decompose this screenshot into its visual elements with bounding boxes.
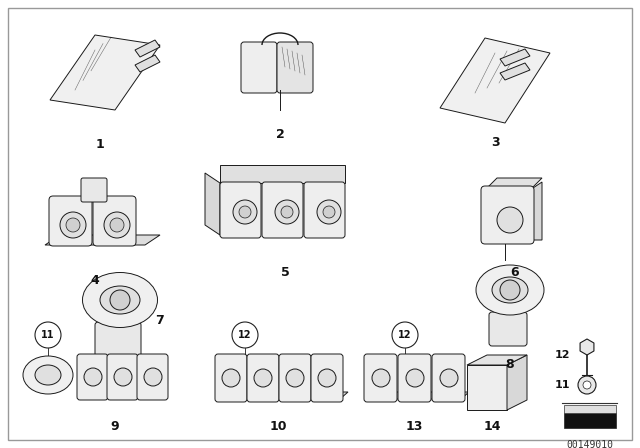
Text: 12: 12 xyxy=(398,330,412,340)
Ellipse shape xyxy=(23,356,73,394)
Polygon shape xyxy=(135,40,160,57)
FancyBboxPatch shape xyxy=(304,182,345,238)
Circle shape xyxy=(114,368,132,386)
Circle shape xyxy=(372,369,390,387)
FancyBboxPatch shape xyxy=(364,354,397,402)
FancyBboxPatch shape xyxy=(220,182,261,238)
Polygon shape xyxy=(530,182,542,240)
Circle shape xyxy=(323,206,335,218)
Circle shape xyxy=(233,200,257,224)
Circle shape xyxy=(406,369,424,387)
Circle shape xyxy=(110,218,124,232)
Circle shape xyxy=(275,200,299,224)
Polygon shape xyxy=(467,365,507,410)
Text: 14: 14 xyxy=(483,421,500,434)
Polygon shape xyxy=(485,178,542,190)
Circle shape xyxy=(286,369,304,387)
Text: 5: 5 xyxy=(280,266,289,279)
Circle shape xyxy=(66,218,80,232)
FancyBboxPatch shape xyxy=(77,354,108,400)
Polygon shape xyxy=(135,55,160,72)
Circle shape xyxy=(318,369,336,387)
Circle shape xyxy=(583,381,591,389)
FancyBboxPatch shape xyxy=(107,354,138,400)
Text: 12: 12 xyxy=(238,330,252,340)
Circle shape xyxy=(35,322,61,348)
FancyBboxPatch shape xyxy=(262,182,303,238)
Text: 8: 8 xyxy=(506,358,515,371)
FancyBboxPatch shape xyxy=(81,178,107,202)
Text: 12: 12 xyxy=(554,350,570,360)
Text: 6: 6 xyxy=(511,267,519,280)
FancyBboxPatch shape xyxy=(277,42,313,93)
Circle shape xyxy=(392,322,418,348)
Text: 13: 13 xyxy=(405,421,422,434)
Circle shape xyxy=(222,369,240,387)
Circle shape xyxy=(232,322,258,348)
FancyBboxPatch shape xyxy=(95,322,141,363)
Circle shape xyxy=(239,206,251,218)
Circle shape xyxy=(104,212,130,238)
Text: 11: 11 xyxy=(41,330,55,340)
Polygon shape xyxy=(440,38,550,123)
FancyBboxPatch shape xyxy=(215,354,247,402)
Ellipse shape xyxy=(83,272,157,327)
Ellipse shape xyxy=(492,277,528,303)
Ellipse shape xyxy=(476,265,544,315)
Polygon shape xyxy=(367,392,469,399)
Polygon shape xyxy=(564,405,616,413)
Circle shape xyxy=(254,369,272,387)
Circle shape xyxy=(110,290,130,310)
Polygon shape xyxy=(45,235,160,245)
Circle shape xyxy=(144,368,162,386)
FancyBboxPatch shape xyxy=(489,312,527,346)
Text: 4: 4 xyxy=(91,273,99,287)
Text: 2: 2 xyxy=(276,129,284,142)
Polygon shape xyxy=(507,355,527,410)
Polygon shape xyxy=(467,355,527,365)
FancyBboxPatch shape xyxy=(241,42,277,93)
Circle shape xyxy=(440,369,458,387)
Polygon shape xyxy=(205,173,220,235)
Text: 7: 7 xyxy=(156,314,164,327)
FancyBboxPatch shape xyxy=(220,165,345,183)
Circle shape xyxy=(60,212,86,238)
Ellipse shape xyxy=(35,365,61,385)
FancyBboxPatch shape xyxy=(279,354,311,402)
Text: 9: 9 xyxy=(111,421,119,434)
Polygon shape xyxy=(50,35,160,110)
FancyBboxPatch shape xyxy=(137,354,168,400)
FancyBboxPatch shape xyxy=(49,196,92,246)
Circle shape xyxy=(84,368,102,386)
Circle shape xyxy=(500,280,520,300)
Text: 1: 1 xyxy=(95,138,104,151)
Circle shape xyxy=(317,200,341,224)
Text: 11: 11 xyxy=(554,380,570,390)
Text: 00149010: 00149010 xyxy=(566,440,614,448)
Circle shape xyxy=(281,206,293,218)
Polygon shape xyxy=(500,63,530,80)
Polygon shape xyxy=(218,392,348,399)
FancyBboxPatch shape xyxy=(311,354,343,402)
Circle shape xyxy=(578,376,596,394)
Ellipse shape xyxy=(100,286,140,314)
FancyBboxPatch shape xyxy=(398,354,431,402)
Polygon shape xyxy=(500,49,530,66)
Text: 3: 3 xyxy=(491,137,499,150)
FancyBboxPatch shape xyxy=(481,186,534,244)
FancyBboxPatch shape xyxy=(93,196,136,246)
FancyBboxPatch shape xyxy=(247,354,279,402)
Text: 10: 10 xyxy=(269,421,287,434)
Polygon shape xyxy=(564,413,616,428)
Circle shape xyxy=(497,207,523,233)
FancyBboxPatch shape xyxy=(432,354,465,402)
